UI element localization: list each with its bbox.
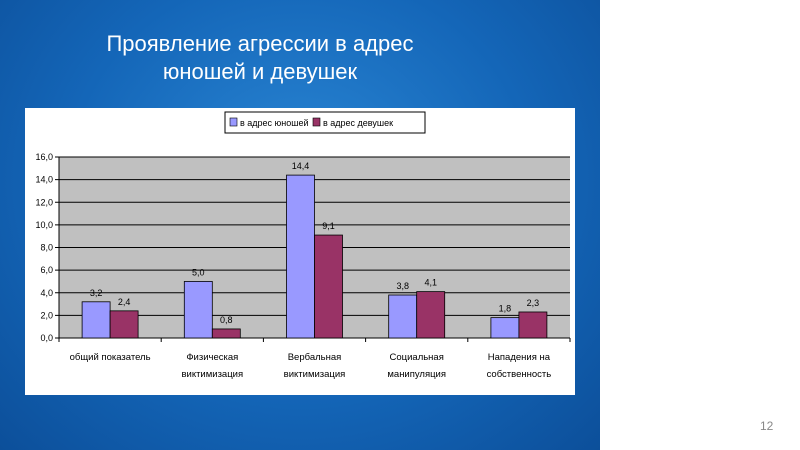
bar-girls [314,234,343,339]
data-label: 4,1 [424,278,437,288]
y-tick-label: 16,0 [35,152,53,162]
data-label: 3,2 [90,288,103,298]
y-tick-label: 12,0 [35,197,53,207]
bar-girls [416,291,446,339]
bar-boys [81,301,111,339]
x-tick-label: виктимизация [181,369,243,380]
data-label: 2,4 [118,297,131,307]
chart-container: 0,0 2,0 4,0 6,0 8,0 10,0 12,0 14,0 16,0 3,2 2,4 общ… [25,108,575,395]
y-tick-label: 0,0 [40,333,53,343]
data-label: 2,3 [527,298,540,308]
legend-label: в адрес девушек [323,118,393,128]
bar-girls [518,311,548,339]
data-label: 3,8 [396,281,409,291]
title-line-1: Проявление агрессии в адрес [106,31,414,56]
x-tick-label: собственность [487,369,552,380]
bar-boys [490,317,520,339]
x-tick-label: Вербальная [288,352,342,363]
y-tick-label: 6,0 [40,265,53,275]
y-tick-label: 4,0 [40,288,53,298]
data-label: 1,8 [499,304,512,314]
y-tick-label: 8,0 [40,243,53,253]
y-tick-label: 14,0 [35,175,53,185]
x-tick-label: манипуляция [387,369,446,380]
page-number: 12 [760,419,774,433]
title-line-2: юношей и девушек [162,59,358,84]
bar-chart: 0,0 2,0 4,0 6,0 8,0 10,0 12,0 14,0 16,0 3,2 2,4 общ… [35,111,571,380]
bar-girls [109,310,139,339]
x-tick-label: виктимизация [284,369,346,380]
x-tick-label: Нападения на [488,352,551,363]
legend-label: в адрес юношей [240,118,309,128]
bar-boys [183,281,213,339]
bar-boys [286,174,315,339]
legend-swatch [229,117,238,127]
data-label: 5,0 [192,267,205,277]
slide-background: Проявление агрессии в адрес юношей и дев… [0,0,600,450]
x-tick-label: Социальная [390,352,444,363]
bar-boys [388,294,418,339]
data-label: 14,4 [292,161,310,171]
legend [224,111,426,134]
data-label: 0,8 [220,315,233,325]
slide-title: Проявление агрессии в адрес юношей и дев… [60,30,460,86]
x-tick-label: общий показатель [70,352,151,363]
legend-swatch [312,117,321,127]
bar-girls [211,328,241,339]
data-label: 9,1 [322,221,335,231]
y-tick-label: 10,0 [35,220,53,230]
x-tick-label: Физическая [186,352,238,363]
y-tick-label: 2,0 [40,310,53,320]
